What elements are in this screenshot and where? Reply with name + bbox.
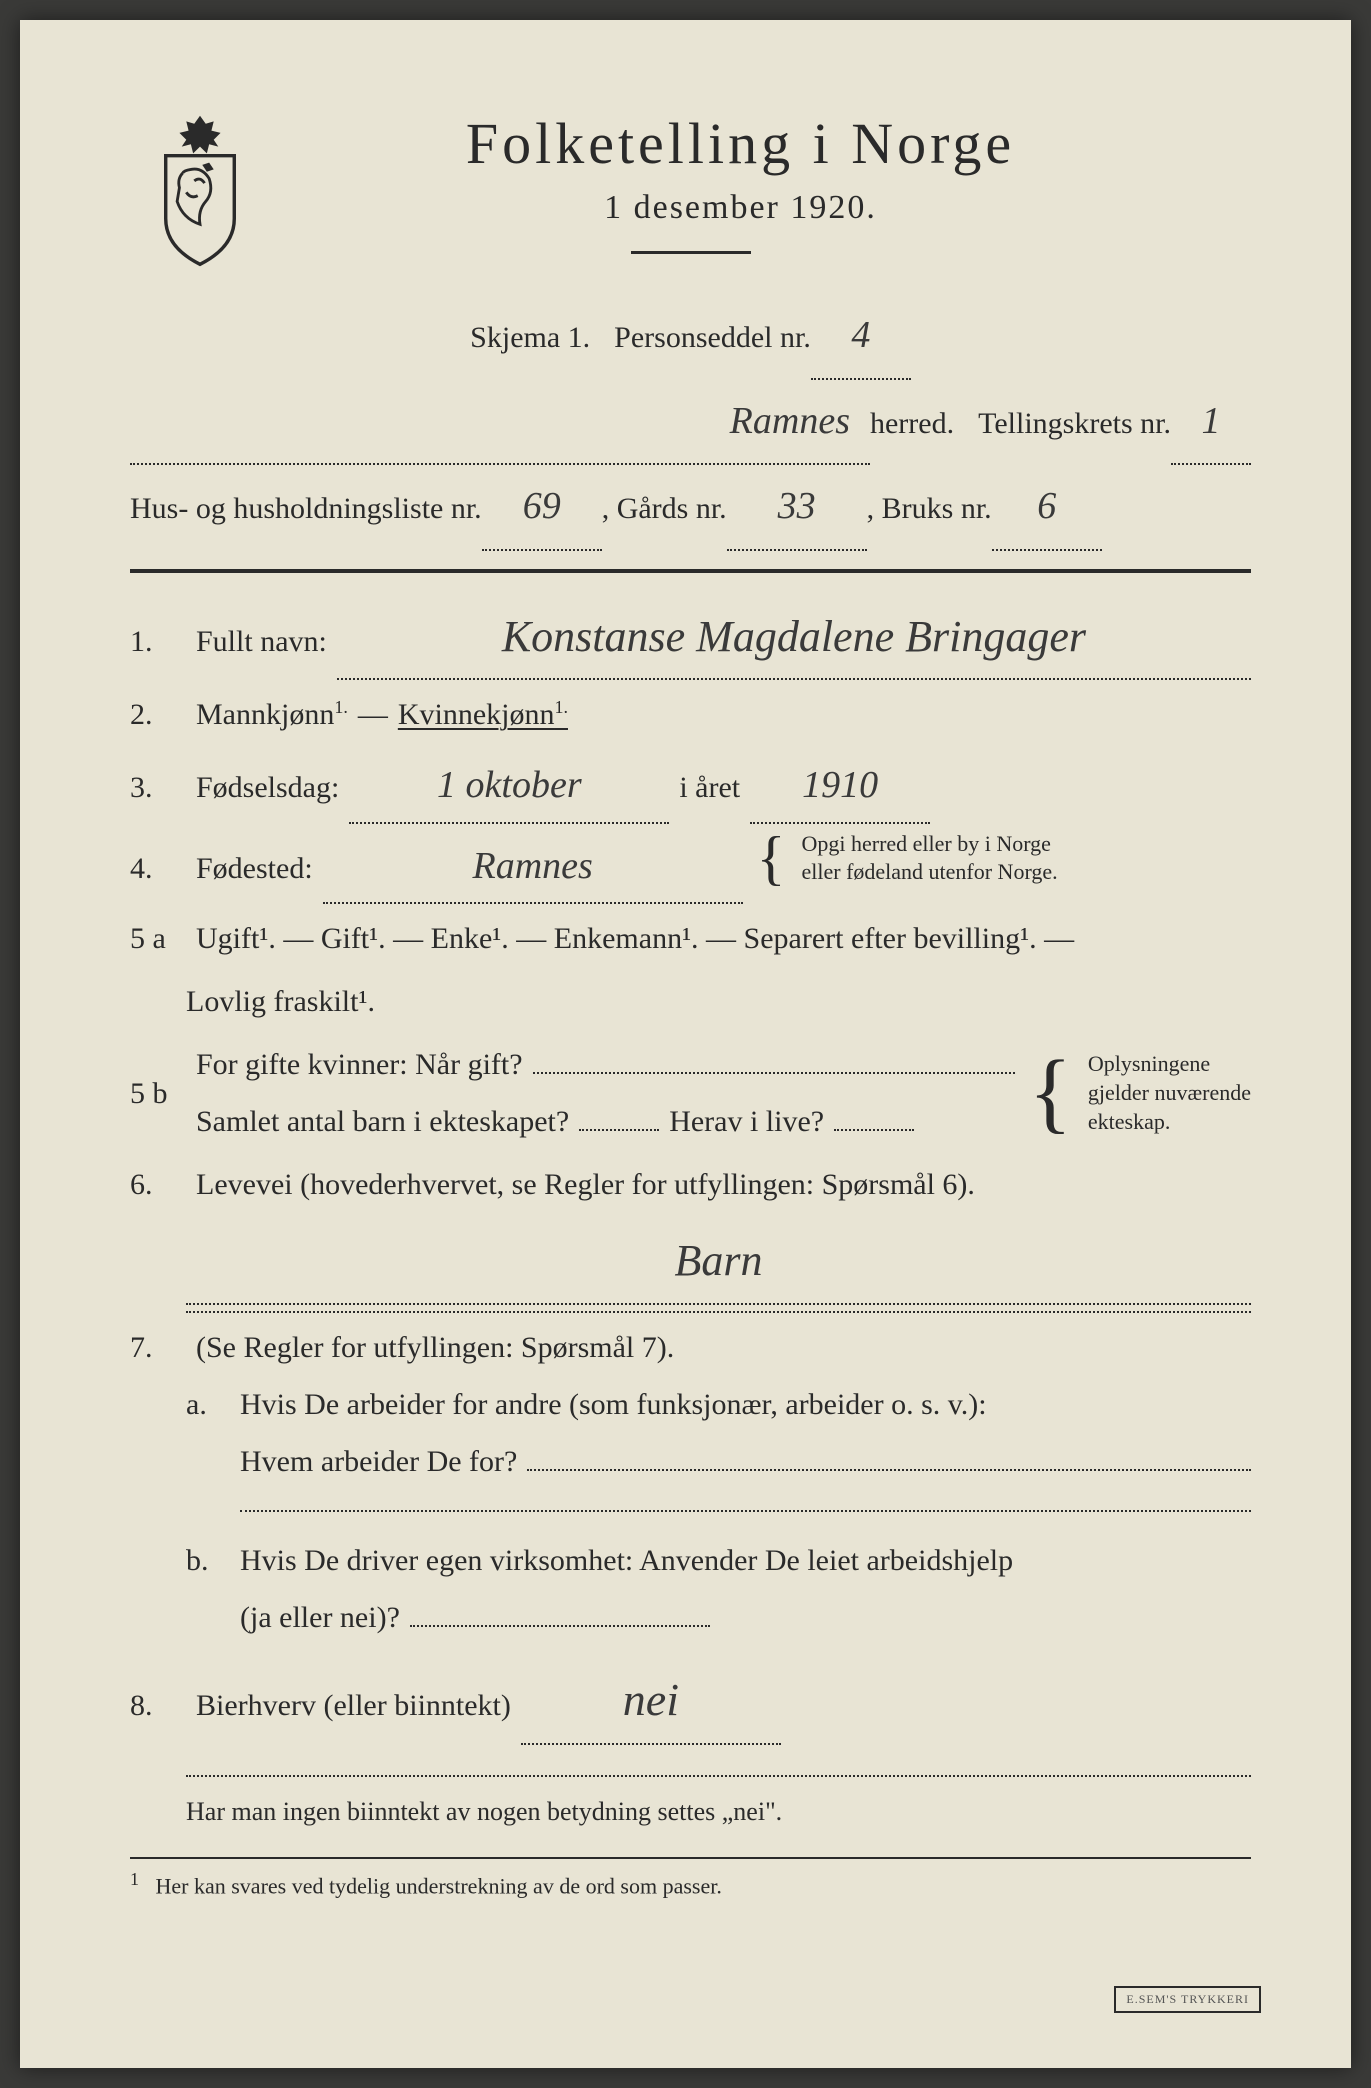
q3-label: Fødselsdag: — [196, 759, 339, 816]
herred-value: Ramnes — [130, 380, 870, 466]
tellingskrets-label: Tellingskrets nr. — [978, 391, 1171, 457]
header: Folketelling i Norge 1 desember 1920. — [130, 110, 1251, 254]
printer-stamp: E.SEM'S TRYKKERI — [1114, 1986, 1261, 2013]
q5b-l2a: Samlet antal barn i ekteskapet? — [196, 1093, 569, 1150]
q6-label: Levevei (hovederhvervet, se Regler for u… — [196, 1156, 975, 1213]
q7a-l1: Hvis De arbeider for andre (som funksjon… — [240, 1376, 987, 1433]
q5b-l1: For gifte kvinner: Når gift? — [196, 1036, 523, 1093]
q1-num: 1. — [130, 613, 186, 670]
section-divider — [130, 569, 1251, 573]
gards-nr: 33 — [727, 465, 867, 551]
header-divider — [631, 251, 751, 254]
q1-value: Konstanse Magdalene Bringager — [337, 595, 1251, 681]
q4-value: Ramnes — [323, 830, 743, 904]
q6-rule — [186, 1311, 1251, 1313]
q5b-barn-fill — [579, 1129, 659, 1131]
q6-value: Barn — [186, 1219, 1251, 1305]
husliste-label: Hus- og husholdningsliste nr. — [130, 476, 482, 542]
q2-dash: — — [358, 686, 388, 743]
q5a-options: Ugift¹. — Gift¹. — Enke¹. — Enkemann¹. —… — [196, 910, 1074, 967]
form-id-line-2: Ramnes herred. Tellingskrets nr. 1 — [130, 380, 1251, 466]
q8-value: nei — [521, 1656, 781, 1745]
q8-rule — [186, 1775, 1251, 1777]
q8-label: Bierhverv (eller biinntekt) — [196, 1677, 511, 1734]
q2-mann: Mannkjønn1. — [196, 686, 348, 743]
q2-kvinne: Kvinnekjønn1. — [398, 686, 568, 743]
q6-value-row: Barn — [186, 1219, 1251, 1305]
q5b-num: 5 b — [130, 1065, 186, 1122]
q4-num: 4. — [130, 840, 186, 897]
q4-label: Fødested: — [196, 840, 313, 897]
page-subtitle: 1 desember 1920. — [230, 189, 1251, 227]
form-id-line-3: Hus- og husholdningsliste nr. 69 , Gårds… — [130, 465, 1251, 551]
q7b-num: b. — [186, 1532, 230, 1589]
q5a-num: 5 a — [130, 910, 186, 967]
q2-num: 2. — [130, 686, 186, 743]
q1-label: Fullt navn: — [196, 613, 327, 670]
footnote: 1 Her kan svares ved tydelig understrekn… — [130, 1857, 1251, 1899]
herred-label: herred. — [870, 391, 954, 457]
q7a-row-2: Hvem arbeider De for? — [240, 1433, 1251, 1490]
census-form-page: Folketelling i Norge 1 desember 1920. Sk… — [20, 20, 1351, 2068]
footer-note: Har man ingen biinntekt av nogen betydni… — [186, 1787, 1251, 1836]
tellingskrets-nr: 1 — [1171, 380, 1251, 466]
q7b-fill — [410, 1625, 710, 1627]
q3-day: 1 oktober — [349, 749, 669, 823]
q6-row: 6. Levevei (hovederhvervet, se Regler fo… — [130, 1156, 1251, 1213]
q5a-row: 5 a Ugift¹. — Gift¹. — Enke¹. — Enkemann… — [130, 910, 1251, 967]
bruks-label: , Bruks nr. — [867, 476, 992, 542]
q4-note: { Opgi herred eller by i Norge eller fød… — [753, 830, 1058, 887]
husliste-nr: 69 — [482, 465, 602, 551]
q7b-l2: (ja eller nei)? — [240, 1589, 400, 1646]
q2-row: 2. Mannkjønn1. — Kvinnekjønn1. — [130, 686, 1251, 743]
q3-year: 1910 — [750, 749, 930, 823]
q5b-gift-fill — [533, 1072, 1015, 1074]
q7-row: 7. (Se Regler for utfyllingen: Spørsmål … — [130, 1319, 1251, 1376]
q8-num: 8. — [130, 1677, 186, 1734]
personseddel-label: Personseddel nr. — [614, 305, 811, 371]
bruks-nr: 6 — [992, 465, 1102, 551]
q5a-row-2: Lovlig fraskilt¹. — [186, 973, 1251, 1030]
q7-num: 7. — [130, 1319, 186, 1376]
q5b-row-1: 5 b For gifte kvinner: Når gift? Samlet … — [130, 1036, 1251, 1150]
q7-label: (Se Regler for utfyllingen: Spørsmål 7). — [196, 1319, 674, 1376]
q7b-row-2: (ja eller nei)? — [240, 1589, 1251, 1646]
gards-label: , Gårds nr. — [602, 476, 727, 542]
q7a-num: a. — [186, 1376, 230, 1433]
q4-row: 4. Fødested: Ramnes { Opgi herred eller … — [130, 830, 1251, 905]
q7a-l2: Hvem arbeider De for? — [240, 1433, 517, 1490]
coat-of-arms-icon — [140, 110, 260, 270]
q3-row: 3. Fødselsdag: 1 oktober i året 1910 — [130, 749, 1251, 823]
q7a-rule — [240, 1510, 1251, 1512]
q5b-note: { Oplysningene gjelder nuværende ekteska… — [1025, 1050, 1251, 1136]
skjema-label: Skjema 1. — [470, 305, 590, 371]
q8-row: 8. Bierhverv (eller biinntekt) nei — [130, 1656, 1251, 1745]
personseddel-nr: 4 — [811, 294, 911, 380]
q5b-live-fill — [834, 1129, 914, 1131]
q1-row: 1. Fullt navn: Konstanse Magdalene Bring… — [130, 595, 1251, 681]
q7b-row-1: b. Hvis De driver egen virksomhet: Anven… — [186, 1532, 1251, 1589]
q7a-row-1: a. Hvis De arbeider for andre (som funks… — [186, 1376, 1251, 1433]
q5a-options-2: Lovlig fraskilt¹. — [186, 973, 375, 1030]
q6-num: 6. — [130, 1156, 186, 1213]
q5b-l2b: Herav i live? — [669, 1093, 824, 1150]
q7b-l1: Hvis De driver egen virksomhet: Anvender… — [240, 1532, 1013, 1589]
q7a-fill — [527, 1469, 1251, 1471]
form-id-line-1: Skjema 1. Personseddel nr. 4 — [130, 294, 1251, 380]
q3-num: 3. — [130, 759, 186, 816]
page-title: Folketelling i Norge — [230, 110, 1251, 177]
q3-year-label: i året — [679, 759, 740, 816]
